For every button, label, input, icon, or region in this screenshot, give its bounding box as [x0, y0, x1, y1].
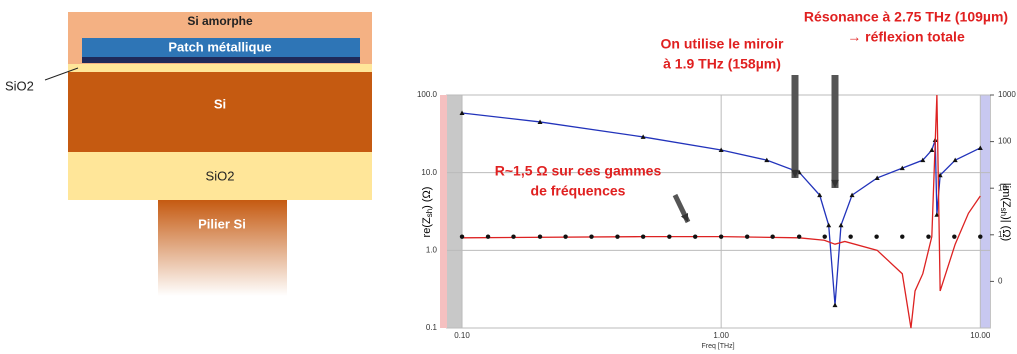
marker [718, 147, 724, 153]
y-tick-label: 10.0 [421, 168, 437, 177]
band [440, 95, 447, 328]
marker [589, 234, 594, 239]
x-tick-label: 1.00 [713, 331, 729, 340]
marker [832, 302, 838, 308]
marker [920, 157, 926, 163]
y2-tick-label: 100 [998, 137, 1012, 146]
annotation: Résonance à 2.75 THz (109µm) [804, 9, 1008, 25]
annotation: → réflexion totale [847, 29, 965, 45]
marker [900, 234, 905, 239]
marker [640, 234, 646, 239]
y2-tick-label: 1 [998, 230, 1003, 239]
marker [693, 234, 698, 239]
band [447, 95, 462, 328]
series-line [461, 112, 981, 306]
axis-label-part: re(Z [421, 217, 433, 237]
y-tick-label: 0.1 [426, 323, 438, 332]
marker [718, 234, 724, 239]
marker [899, 165, 905, 171]
marker [667, 234, 672, 239]
axis-label-part: sh [425, 209, 434, 217]
marker [838, 222, 844, 228]
marker [874, 175, 880, 180]
y-tick-label: 100.0 [417, 90, 438, 99]
marker [952, 234, 957, 239]
x-tick-label: 10.00 [970, 331, 991, 340]
marker [459, 234, 465, 239]
marker [796, 234, 802, 239]
annotation: à 1.9 THz (158µm) [663, 56, 781, 72]
arrow-head [831, 179, 839, 188]
marker [822, 234, 827, 239]
marker [764, 157, 770, 163]
marker [817, 192, 823, 198]
marker [952, 157, 958, 163]
marker [978, 234, 983, 239]
layer-diagram: Si amorphe Patch métallique Si SiO2 Pili… [5, 12, 372, 296]
marker [537, 119, 543, 124]
y-tick-label: 1.0 [426, 245, 438, 254]
marker [934, 212, 940, 217]
leader [44, 67, 79, 81]
marker [640, 134, 646, 139]
arrow-head [791, 169, 799, 178]
layer [68, 152, 372, 200]
marker [459, 110, 465, 115]
layer [158, 200, 287, 296]
chart: 0.10 1.00 10.00100.010.01.00.110001001010r… [417, 9, 1016, 350]
layer [68, 72, 372, 152]
marker [848, 234, 853, 239]
y2-tick-label: 0 [998, 277, 1003, 286]
marker [563, 234, 568, 239]
y2-tick-label: 1000 [998, 90, 1016, 99]
layer-label: SiO2 [206, 168, 235, 183]
layer-label: Patch métallique [168, 39, 271, 54]
marker [929, 147, 935, 153]
axis-label: re(Zsh) (Ω) [421, 187, 434, 238]
marker [770, 234, 775, 239]
marker [849, 192, 855, 198]
axis-label: |im(Zsh)| (Ω) [999, 183, 1012, 241]
layer [82, 57, 360, 63]
marker [874, 234, 879, 239]
layer-label: Pilier Si [198, 216, 246, 231]
plot-area [446, 94, 991, 329]
marker [615, 234, 620, 239]
layer-label: Si [214, 96, 226, 111]
annotation: de fréquences [531, 183, 626, 199]
marker [744, 234, 750, 239]
marker [977, 145, 983, 150]
layer [82, 38, 360, 58]
marker [537, 234, 543, 239]
layer-label: Si amorphe [187, 14, 253, 28]
axis-label-part: ) (Ω) [421, 187, 433, 209]
marker [937, 172, 943, 178]
axis-label-part: sh [999, 208, 1008, 216]
side-label: SiO2 [5, 78, 34, 93]
x-tick-label: 0.10 [454, 331, 470, 340]
y2-tick-label: 10 [998, 183, 1007, 192]
arrow-head [680, 213, 689, 222]
annotation: On utilise le miroir [661, 36, 784, 52]
band [980, 95, 990, 328]
x-axis-label: Freq [THz] [701, 343, 734, 350]
axis-label-part: )| (Ω) [1000, 216, 1012, 241]
marker [511, 234, 516, 239]
axis-label-part: |im(Z [1000, 183, 1012, 208]
series-line [462, 94, 981, 329]
marker [826, 222, 832, 228]
marker [485, 234, 491, 239]
marker [926, 234, 931, 239]
layer [68, 64, 372, 72]
annotation: R~1,5 Ω sur ces gammes [495, 163, 662, 179]
